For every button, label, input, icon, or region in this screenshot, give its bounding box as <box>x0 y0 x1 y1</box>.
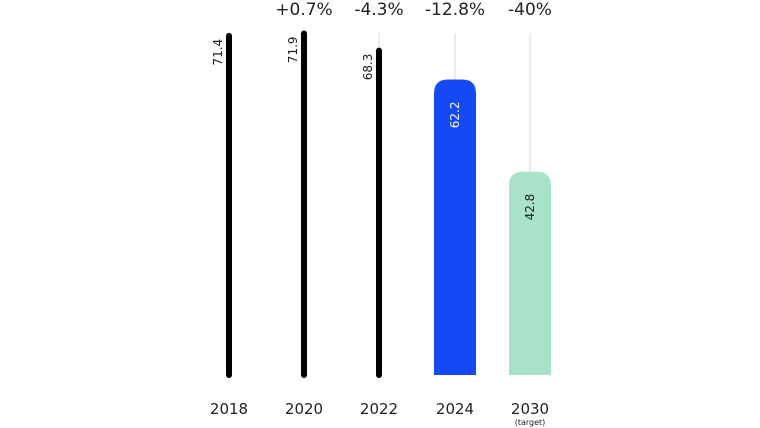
bar-2030 <box>509 171 551 375</box>
value-label: 68.3 <box>361 54 375 81</box>
value-label: 71.9 <box>286 36 300 63</box>
x-tick-note: (target) <box>515 418 546 427</box>
value-label: 42.8 <box>523 194 537 221</box>
x-tick-label: 2030 <box>511 400 549 418</box>
value-label: 71.4 <box>211 39 225 66</box>
change-label: -12.8% <box>425 0 485 20</box>
x-tick-label: 2018 <box>210 400 248 418</box>
change-label: -4.3% <box>354 0 403 20</box>
change-label: -40% <box>508 0 552 20</box>
change-label: +0.7% <box>275 0 332 20</box>
bar-2024 <box>434 79 476 376</box>
x-tick-label: 2022 <box>360 400 398 418</box>
x-tick-label: 2020 <box>285 400 323 418</box>
x-tick-label: 2024 <box>436 400 474 418</box>
value-label: 62.2 <box>448 102 462 129</box>
